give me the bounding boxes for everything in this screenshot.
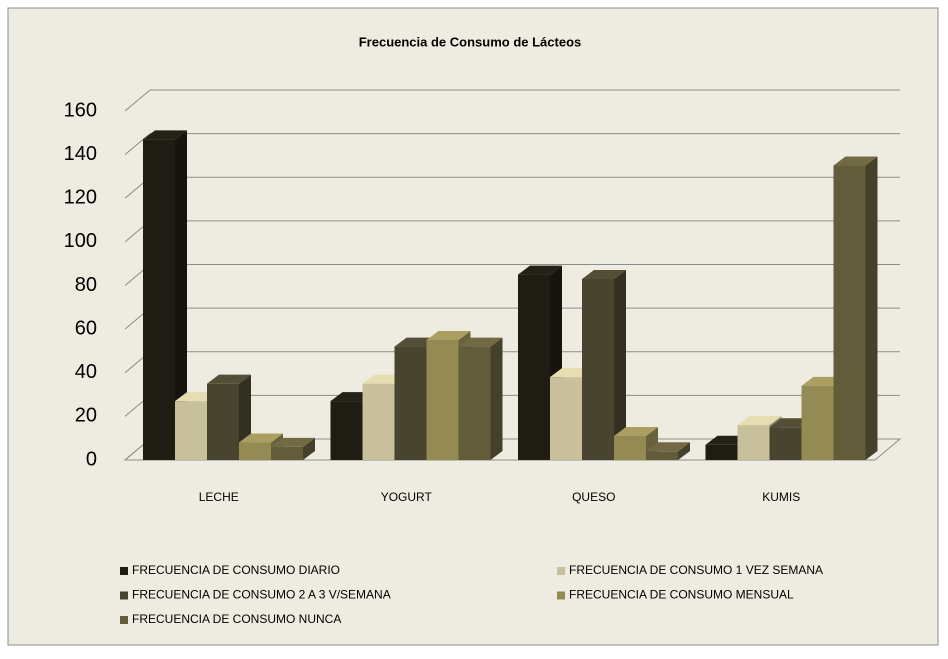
bar-top xyxy=(646,442,690,452)
bar-front xyxy=(362,383,395,460)
bar xyxy=(833,156,878,460)
bar-front xyxy=(833,165,866,460)
bar-top xyxy=(737,416,782,426)
bar-top xyxy=(207,374,251,384)
bar-front xyxy=(705,444,738,460)
chart-title: Frecuencia de Consumo de Lácteos xyxy=(359,34,582,49)
bar-front xyxy=(458,346,491,460)
bar-front xyxy=(550,377,582,460)
bar xyxy=(458,337,503,460)
y-tick-label: 0 xyxy=(86,448,97,470)
legend-label: FRECUENCIA DE CONSUMO DIARIO xyxy=(132,563,340,577)
grid-line-side xyxy=(124,89,151,112)
y-tick-label: 160 xyxy=(64,99,97,121)
bar-front xyxy=(143,139,175,460)
bar-front xyxy=(239,442,271,460)
bar-top xyxy=(582,269,626,279)
bar xyxy=(614,427,658,460)
bar-top xyxy=(614,427,658,437)
bar-top xyxy=(833,156,878,166)
legend-swatch xyxy=(120,616,128,624)
bar-front xyxy=(769,427,802,460)
bar-top xyxy=(143,130,187,140)
bar xyxy=(207,374,251,460)
bar-side xyxy=(614,269,626,460)
legend-swatch xyxy=(557,591,565,600)
x-tick-label: YOGURT xyxy=(381,490,433,504)
legend-label: FRECUENCIA DE CONSUMO 2 A 3 V/SEMANA xyxy=(132,588,391,602)
bar-front xyxy=(582,278,614,460)
y-tick-label: 100 xyxy=(64,230,97,252)
bar-front xyxy=(207,383,239,460)
bar-front xyxy=(271,446,303,460)
bar-top xyxy=(458,337,503,347)
legend-swatch xyxy=(120,567,128,575)
bar-side xyxy=(303,437,315,460)
y-tick-label: 140 xyxy=(64,143,97,165)
bar-front xyxy=(394,346,427,460)
legend-swatch xyxy=(557,567,565,575)
x-tick-label: KUMIS xyxy=(762,490,800,504)
bar-side xyxy=(678,442,690,460)
y-tick-label: 60 xyxy=(75,317,97,339)
bar xyxy=(143,130,187,460)
y-tick-label: 120 xyxy=(64,187,97,209)
bar xyxy=(271,437,315,460)
bar-front xyxy=(330,401,363,460)
bar xyxy=(646,442,690,460)
bar-side xyxy=(490,337,503,460)
bar-front xyxy=(518,274,550,460)
bar-front xyxy=(646,451,678,460)
bar-front xyxy=(614,436,646,460)
y-tick-label: 80 xyxy=(75,274,97,296)
legend-swatch xyxy=(120,591,128,600)
bar-top xyxy=(518,265,562,275)
bar-front xyxy=(801,385,834,460)
bar-front xyxy=(426,340,459,460)
legend-label: FRECUENCIA DE CONSUMO MENSUAL xyxy=(569,588,794,602)
bar-side xyxy=(175,130,187,460)
y-tick-label: 40 xyxy=(75,361,97,383)
x-tick-label: QUESO xyxy=(572,490,615,504)
bar xyxy=(582,269,626,460)
y-tick-label: 20 xyxy=(75,405,97,427)
grid-line-side xyxy=(124,133,151,156)
legend-label: FRECUENCIA DE CONSUMO 1 VEZ SEMANA xyxy=(569,563,823,577)
bar-top xyxy=(271,437,315,447)
bar-side xyxy=(865,156,878,460)
bar-front xyxy=(737,425,770,460)
bar-top xyxy=(239,433,283,443)
bar-front xyxy=(175,401,207,460)
bar-top xyxy=(426,331,471,341)
x-tick-label: LECHE xyxy=(199,490,239,504)
legend-label: FRECUENCIA DE CONSUMO NUNCA xyxy=(132,612,341,626)
